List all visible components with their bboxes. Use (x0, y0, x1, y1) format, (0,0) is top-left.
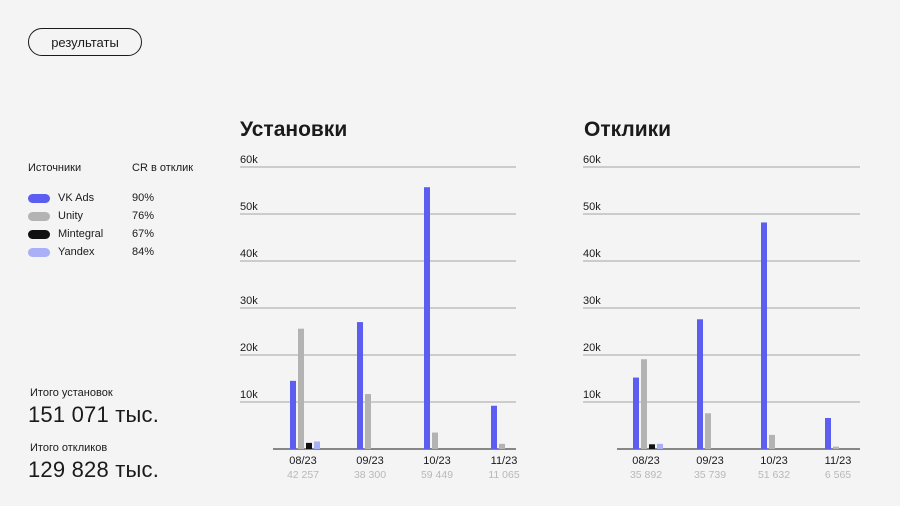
legend-swatch (28, 247, 50, 257)
legend-item-cr: 84% (132, 246, 155, 258)
responses-bar (641, 359, 647, 449)
installs-bar (357, 322, 363, 449)
responses-category-total: 6 565 (825, 469, 851, 481)
responses-ytick-label: 30k (583, 295, 601, 307)
responses-category-label: 10/23 (760, 455, 788, 467)
installs-category-label: 09/23 (356, 455, 384, 467)
installs-category-total: 59 449 (421, 469, 453, 481)
installs-ytick-label: 60k (240, 154, 258, 166)
installs-bar (365, 394, 371, 449)
responses-ytick-label: 20k (583, 342, 601, 354)
installs-ytick-label: 10k (240, 389, 258, 401)
responses-category-total: 35 739 (694, 469, 726, 481)
responses-chart-title: Отклики (584, 118, 672, 141)
responses-category-total: 51 632 (758, 469, 790, 481)
responses-category-label: 09/23 (696, 455, 724, 467)
installs-category-total: 38 300 (354, 469, 386, 481)
installs-bar (432, 432, 438, 449)
legend-swatch (28, 211, 50, 221)
responses-ytick-label: 10k (583, 389, 601, 401)
installs-chart-title: Установки (240, 118, 348, 141)
installs-ytick-label: 50k (240, 201, 258, 213)
responses-bar (769, 434, 775, 449)
legend-item-yandex: Yandex 84% (28, 245, 154, 259)
legend-sources-header: Источники (28, 162, 82, 174)
total-installs-value: 151 071 тыс. (28, 402, 160, 427)
responses-ytick-label: 60k (583, 154, 601, 166)
installs-category-label: 10/23 (423, 455, 451, 467)
legend-cr-header: CR в отклик (132, 162, 194, 174)
legend-item-name: Mintegral (58, 228, 104, 240)
responses-bar (705, 413, 711, 449)
responses-bar (657, 443, 663, 449)
installs-bar (290, 380, 296, 449)
total-installs-label: Итого установок (30, 387, 113, 399)
installs-bar (424, 187, 430, 449)
results-button[interactable]: результаты (28, 28, 142, 56)
installs-bar (499, 443, 505, 449)
responses-category-total: 35 892 (630, 469, 662, 481)
legend-item-unity: Unity 76% (28, 209, 154, 223)
legend-item-name: Yandex (58, 246, 95, 258)
legend-item-name: Unity (58, 210, 84, 222)
legend-item-mintegral: Mintegral 67% (28, 227, 154, 241)
responses-ytick-label: 40k (583, 248, 601, 260)
installs-ytick-label: 30k (240, 295, 258, 307)
installs-ytick-label: 20k (240, 342, 258, 354)
installs-category-total: 11 065 (488, 469, 519, 481)
legend-swatch (28, 193, 50, 203)
installs-bar (491, 405, 497, 449)
responses-category-label: 11/23 (825, 455, 852, 467)
installs-bar (298, 328, 304, 449)
responses-bar (633, 377, 639, 449)
responses-ytick-label: 50k (583, 201, 601, 213)
responses-bar (825, 417, 831, 449)
responses-bar (649, 444, 655, 449)
installs-bar (306, 442, 312, 449)
installs-ytick-label: 40k (240, 248, 258, 260)
installs-bar (314, 441, 320, 449)
installs-category-label: 11/23 (491, 455, 518, 467)
total-responses-label: Итого откликов (30, 442, 108, 454)
responses-bar (697, 319, 703, 449)
legend-item-vk-ads: VK Ads 90% (28, 191, 154, 205)
responses-category-label: 08/23 (632, 455, 660, 467)
total-responses-value: 129 828 тыс. (28, 457, 160, 482)
legend-item-cr: 90% (132, 192, 155, 204)
responses-bar (833, 446, 839, 449)
legend-swatch (28, 229, 50, 239)
responses-bar (761, 222, 767, 449)
legend-item-cr: 76% (132, 210, 155, 222)
legend-item-name: VK Ads (58, 192, 95, 204)
installs-category-total: 42 257 (287, 469, 319, 481)
legend-item-cr: 67% (132, 228, 155, 240)
installs-category-label: 08/23 (289, 455, 317, 467)
